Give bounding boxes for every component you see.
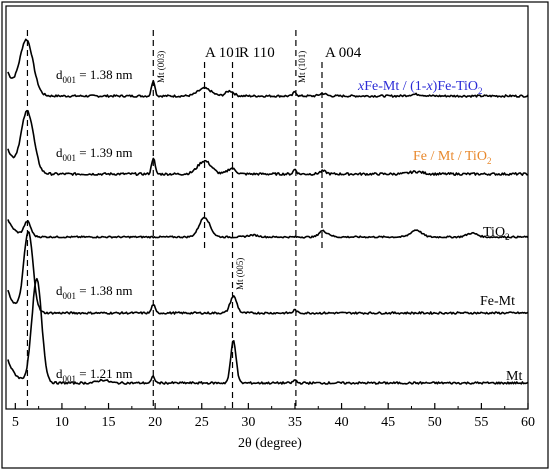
d001-label-2-d: d (56, 145, 63, 160)
d001-label-3-sub: 001 (63, 291, 77, 301)
x-tick-label-10: 10 (55, 415, 69, 430)
d001-label-4-sub: 001 (63, 374, 77, 384)
x-tick-label-30: 30 (241, 415, 255, 430)
ref-label-Mt005: Mt (005) (235, 258, 245, 290)
d001-label-4: d001 = 1.21 nm (56, 366, 132, 384)
series-label-tio2: TiO2 (483, 225, 510, 242)
trace-1 (7, 38, 529, 98)
series-label-xfe: xFe-Mt / (1-x)Fe-TiO2 (357, 79, 483, 96)
x-tick-label-50: 50 (428, 415, 442, 430)
series-label-xfe-x1: x (357, 79, 365, 94)
d001-label-4-d: d (56, 366, 63, 381)
x-tick-label-45: 45 (381, 415, 395, 430)
series-label-femt: Fe-Mt (480, 294, 515, 309)
x-tick-label-40: 40 (335, 415, 349, 430)
trace-2 (7, 109, 529, 176)
ref-label-Mt101: Mt (101) (297, 51, 307, 83)
d001-label-2-val: = 1.39 nm (76, 145, 132, 160)
d001-label-1: d001 = 1.38 nm (56, 67, 132, 85)
reference-lines (26, 30, 323, 409)
x-tick-label-35: 35 (288, 415, 302, 430)
trace-5 (7, 277, 529, 385)
d001-label-3-d: d (56, 283, 63, 298)
x-axis-ticks: 5 10 15 20 25 30 35 40 45 50 55 60 (12, 403, 535, 430)
series-label-xfe-end: )Fe-TiO (433, 79, 478, 94)
d001-label-2-sub: 001 (63, 153, 77, 163)
ref-label-R110: R 110 (239, 45, 275, 61)
x-tick-label-60: 60 (521, 415, 535, 430)
series-label-tio2-sub: 2 (505, 232, 510, 242)
d001-label-1-val: = 1.38 nm (76, 67, 132, 82)
series-label-xfe-mid: Fe-Mt / (1- (364, 79, 427, 94)
series-label-femttio2-main: Fe / Mt / TiO (413, 149, 487, 164)
d001-label-3: d001 = 1.38 nm (56, 283, 132, 301)
x-tick-label-55: 55 (474, 415, 488, 430)
series-label-femttio2: Fe / Mt / TiO2 (413, 149, 491, 166)
d001-label-3-val: = 1.38 nm (76, 283, 132, 298)
x-tick-label-5: 5 (12, 415, 19, 430)
ref-label-A101: A 101 (205, 45, 241, 61)
x-tick-label-15: 15 (102, 415, 116, 430)
d001-label-1-d: d (56, 67, 63, 82)
x-tick-label-25: 25 (195, 415, 209, 430)
series-traces (7, 38, 529, 385)
series-label-xfe-sub: 2 (478, 86, 483, 96)
ref-label-Mt003: Mt (003) (156, 51, 166, 83)
series-label-xfe-x2: x (425, 79, 433, 94)
trace-3 (7, 216, 529, 239)
x-axis-title: 2θ (degree) (238, 436, 302, 451)
plot-frame (5, 5, 529, 410)
d001-label-1-sub: 001 (63, 75, 77, 85)
x-tick-label-20: 20 (148, 415, 162, 430)
series-label-tio2-main: TiO (483, 225, 505, 240)
d001-label-2: d001 = 1.39 nm (56, 145, 132, 163)
trace-4 (7, 230, 529, 315)
ref-label-A004: A 004 (325, 45, 362, 61)
series-label-femttio2-sub: 2 (487, 156, 492, 166)
d001-label-4-val: = 1.21 nm (76, 366, 132, 381)
series-label-mt: Mt (506, 369, 522, 384)
